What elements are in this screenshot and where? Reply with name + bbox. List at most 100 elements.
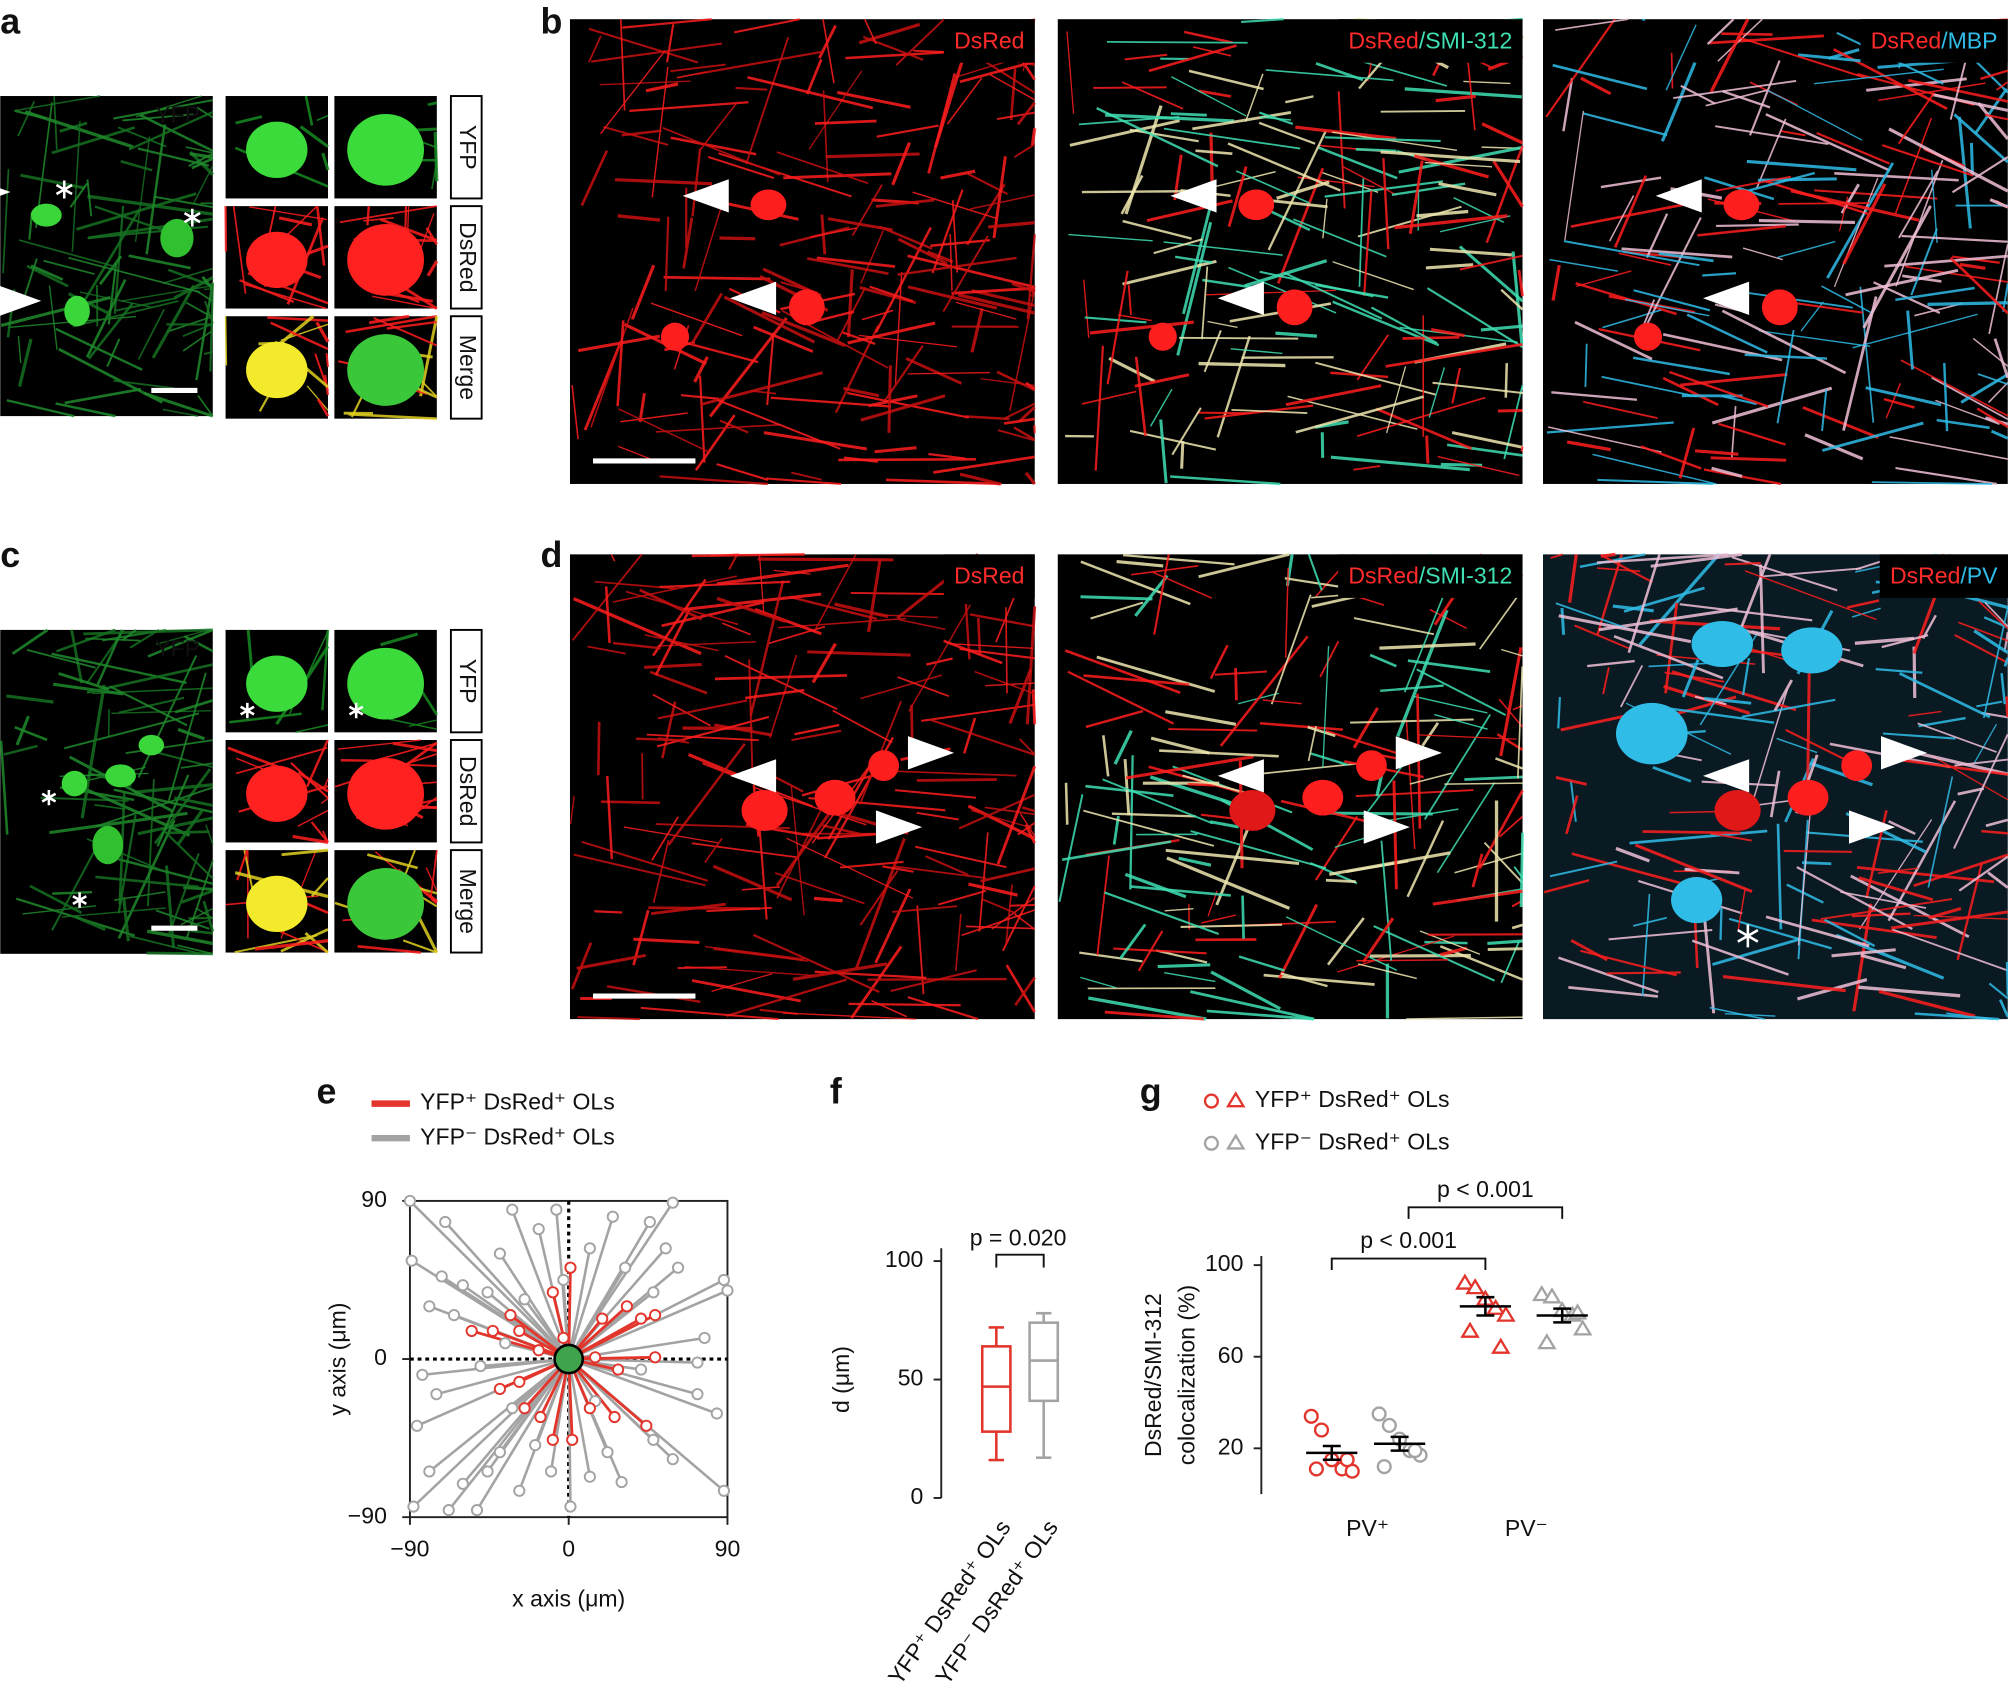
fiber [1295, 395, 1424, 434]
point [717, 1484, 731, 1497]
fiber [1325, 878, 1356, 884]
fiber [1759, 567, 1862, 578]
fiber [22, 905, 97, 915]
spoke [498, 1358, 570, 1453]
y-axis-label: colocalization (%) [1173, 1285, 1199, 1465]
fiber [1398, 145, 1523, 174]
fiber [249, 206, 327, 221]
fiber [366, 206, 371, 226]
point [640, 1419, 653, 1432]
asterisk [41, 789, 57, 806]
fiber [855, 837, 906, 969]
point [557, 1331, 570, 1345]
fiber [1480, 324, 1523, 332]
fiber [1113, 947, 1207, 955]
fiber [1190, 830, 1327, 870]
fiber [1370, 306, 1438, 345]
fiber [752, 325, 814, 353]
fiber [1380, 150, 1521, 164]
fiber [1976, 407, 2008, 429]
fiber [577, 1016, 640, 1021]
fiber [306, 244, 329, 256]
fiber [1009, 903, 1035, 907]
fiber [1889, 436, 2008, 460]
fiber [1129, 128, 1199, 143]
fiber [1153, 238, 1203, 255]
point [532, 1222, 545, 1236]
cell [347, 647, 425, 720]
fiber [125, 739, 213, 755]
fiber [813, 896, 843, 903]
fiber [1681, 659, 1700, 698]
fiber [1275, 331, 1318, 338]
fiber [1171, 407, 1202, 456]
fiber [1319, 640, 1340, 678]
fiber [714, 674, 847, 681]
cell [246, 655, 308, 712]
point [403, 1194, 417, 1208]
fiber [924, 855, 969, 876]
fiber [698, 375, 706, 463]
fiber [1180, 441, 1185, 469]
cell [1238, 189, 1275, 221]
fiber [930, 239, 990, 247]
bracket [1407, 1206, 1564, 1219]
legend-label: YFP⁺ DsRed⁺ OLs [420, 1089, 615, 1115]
annotation: p < 0.001 [1437, 1176, 1534, 1202]
fiber [791, 729, 842, 742]
fiber [1241, 895, 1245, 939]
fiber [721, 622, 751, 636]
fiber [1958, 855, 2008, 892]
fiber [1749, 60, 1781, 136]
point [430, 1388, 443, 1401]
fiber [30, 264, 64, 281]
fiber [1724, 1012, 1776, 1017]
fiber [95, 875, 199, 889]
fiber [605, 775, 614, 860]
fiber [1615, 846, 1650, 863]
fiber [1608, 928, 1713, 941]
fiber [1981, 829, 2008, 835]
row-label: YFP [455, 659, 481, 704]
fiber [719, 236, 756, 241]
fiber [1084, 316, 1147, 324]
fiber [1722, 90, 1771, 109]
fiber [1464, 775, 1523, 781]
fiber [649, 670, 708, 695]
point [710, 1407, 723, 1420]
fiber [1380, 109, 1466, 113]
fiber [1613, 175, 1648, 248]
fiber [1215, 816, 1255, 906]
cell [64, 295, 90, 327]
fiber [1608, 195, 1635, 242]
fiber [310, 877, 329, 897]
fiber [1080, 560, 1191, 606]
fiber [2003, 657, 2008, 667]
fiber [145, 124, 167, 255]
fiber [1067, 670, 1175, 725]
fiber [735, 86, 768, 91]
fiber [1439, 946, 1468, 957]
fiber [270, 321, 329, 351]
arrowhead [0, 285, 42, 316]
fiber [882, 865, 914, 873]
fiber [810, 227, 857, 238]
fiber [1737, 887, 1747, 931]
fiber [955, 301, 1017, 320]
fiber [699, 371, 823, 407]
fiber [680, 394, 719, 400]
point [634, 1363, 648, 1376]
fiber [1957, 787, 1985, 796]
fiber [1081, 390, 1137, 405]
fiber [0, 740, 9, 835]
fiber [1080, 595, 1153, 601]
panel-letter: e [316, 1072, 336, 1112]
fiber [1856, 865, 1995, 884]
fiber [1865, 386, 1942, 407]
fiber [614, 178, 713, 186]
fiber [1206, 1009, 1314, 1021]
fiber [1315, 361, 1437, 396]
fiber [638, 392, 646, 423]
fiber [430, 897, 438, 904]
fiber [1776, 823, 1783, 930]
